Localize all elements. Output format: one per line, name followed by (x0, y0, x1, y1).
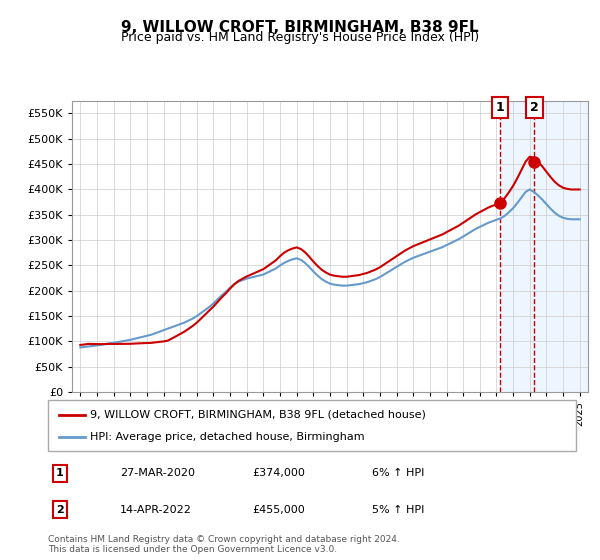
Text: 1: 1 (496, 101, 505, 114)
Bar (500, 101, 588, 392)
Text: 5% ↑ HPI: 5% ↑ HPI (372, 505, 424, 515)
Text: HPI: Average price, detached house, Birmingham: HPI: Average price, detached house, Birm… (90, 432, 365, 442)
Text: £374,000: £374,000 (252, 468, 305, 478)
Text: 27-MAR-2020: 27-MAR-2020 (120, 468, 195, 478)
FancyBboxPatch shape (48, 400, 576, 451)
Text: 2: 2 (530, 101, 539, 114)
Text: 9, WILLOW CROFT, BIRMINGHAM, B38 9FL (detached house): 9, WILLOW CROFT, BIRMINGHAM, B38 9FL (de… (90, 409, 426, 419)
Text: Contains HM Land Registry data © Crown copyright and database right 2024.
This d: Contains HM Land Registry data © Crown c… (48, 535, 400, 554)
Text: 1: 1 (56, 468, 64, 478)
Text: 6% ↑ HPI: 6% ↑ HPI (372, 468, 424, 478)
Text: Price paid vs. HM Land Registry's House Price Index (HPI): Price paid vs. HM Land Registry's House … (121, 31, 479, 44)
Text: £455,000: £455,000 (252, 505, 305, 515)
Text: 14-APR-2022: 14-APR-2022 (120, 505, 192, 515)
Text: 9, WILLOW CROFT, BIRMINGHAM, B38 9FL: 9, WILLOW CROFT, BIRMINGHAM, B38 9FL (121, 20, 479, 35)
Text: 2: 2 (56, 505, 64, 515)
